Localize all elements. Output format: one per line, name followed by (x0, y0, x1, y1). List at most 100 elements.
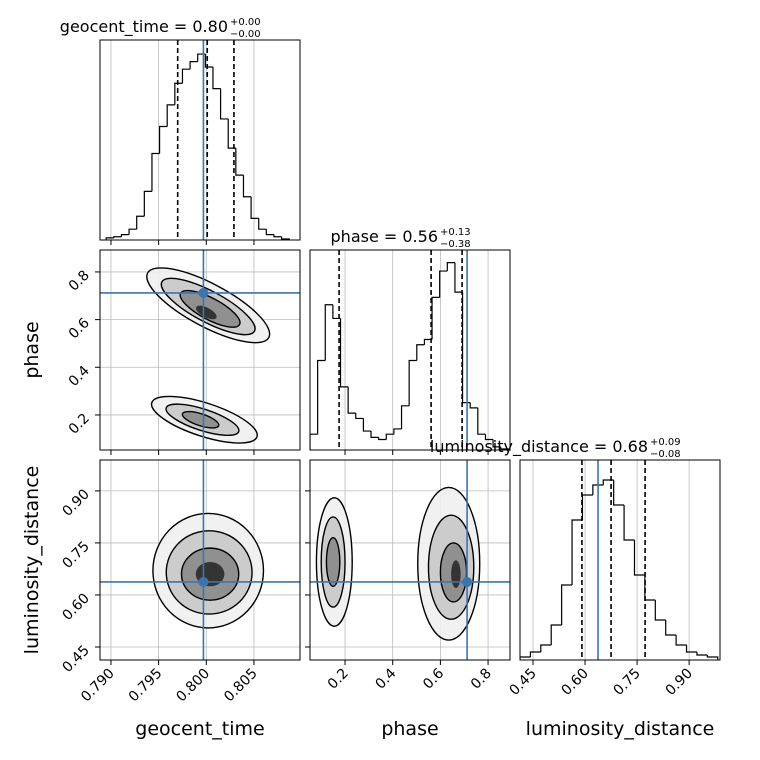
hist-bin (219, 88, 229, 120)
hist-bin (189, 61, 198, 70)
x-axis-label: luminosity_distance (526, 718, 715, 740)
hist-bin (439, 270, 448, 298)
y-tick-label: 0.90 (59, 486, 92, 519)
hist-bin (416, 344, 425, 361)
hist-bin (250, 196, 259, 219)
panel-frame (519, 459, 721, 661)
hist-bin (550, 624, 562, 645)
panel (310, 460, 510, 660)
x-tick-label: 0.45 (506, 666, 539, 699)
hist-bin (181, 68, 191, 84)
contour (181, 410, 220, 429)
y-tick-label: 0.2 (66, 410, 93, 437)
hist-bin (477, 407, 486, 435)
hist-bin (492, 439, 501, 448)
title-upper: +0.00 (230, 17, 261, 28)
y-tick-label: 0.8 (66, 267, 93, 294)
hist-bin (370, 431, 379, 438)
hist-bin (339, 318, 349, 388)
x-tick-label: 0.4 (372, 665, 399, 692)
hist-bin (685, 645, 697, 653)
hist-bin (644, 575, 656, 601)
y-tick-label: 0.75 (59, 538, 92, 571)
hist-bin (317, 359, 326, 435)
hist-bin (623, 505, 635, 541)
hist-bin (500, 446, 509, 450)
hist-bin (454, 262, 463, 293)
x-tick-label: 0.60 (559, 666, 592, 699)
truth-point (198, 576, 209, 587)
y-tick-label: 0.60 (59, 590, 92, 623)
contour (195, 305, 217, 320)
hist-bin (204, 54, 213, 68)
hist-bin (166, 104, 175, 127)
hist-bin (706, 655, 719, 660)
y-tick-label: 0.6 (66, 315, 93, 342)
title-lower: −0.00 (230, 29, 261, 40)
hist-bin (592, 484, 604, 495)
hist-bin (136, 215, 145, 230)
panel-title: phase = 0.56 (331, 227, 438, 246)
hist-bin (571, 519, 583, 585)
contour (325, 537, 341, 587)
panel (520, 460, 719, 660)
hist-bin (174, 82, 183, 105)
title-upper: +0.09 (650, 437, 681, 448)
x-axis-label: phase (381, 718, 438, 740)
x-tick-label: 0.90 (663, 666, 696, 699)
hist-bin (520, 656, 531, 660)
hist-bin (265, 229, 274, 236)
hist-bin (105, 237, 114, 240)
panel (105, 40, 290, 240)
hist-bin (242, 175, 252, 198)
panel (100, 460, 300, 660)
y-tick-label: 0.45 (59, 643, 92, 676)
hist-bin (128, 228, 137, 235)
title-lower: −0.38 (440, 239, 471, 250)
hist-bin (281, 236, 290, 240)
hist-bin (400, 405, 410, 429)
x-tick-label: 0.75 (611, 666, 644, 699)
hist-bin (654, 600, 666, 621)
hist-bin (385, 433, 394, 440)
hist-bin (446, 262, 455, 272)
panel-frame (309, 249, 511, 451)
title-lower: −0.08 (650, 449, 681, 460)
hist-bin (212, 67, 221, 90)
hist-bin (561, 584, 573, 625)
hist-bin (324, 304, 333, 361)
x-axis-label: geocent_time (135, 718, 264, 740)
hist-bin (484, 434, 494, 441)
y-tick-label: 0.4 (66, 363, 93, 390)
hist-bin (378, 437, 387, 441)
hist-bin (332, 304, 341, 320)
hist-bin (113, 236, 122, 238)
hist-bin (408, 359, 417, 406)
panel-title: geocent_time = 0.80 (60, 17, 228, 37)
y-axis-label: luminosity_distance (21, 466, 43, 655)
hist-bin (143, 190, 152, 217)
hist-bin (431, 296, 440, 340)
hist-bin (258, 218, 267, 230)
panel (310, 250, 509, 450)
hist-bin (151, 152, 160, 192)
x-tick-label: 0.800 (173, 666, 213, 706)
hist-bin (581, 494, 593, 520)
hist-bin (675, 635, 687, 646)
x-tick-label: 0.8 (468, 666, 495, 693)
hist-bin (273, 234, 282, 238)
panel-frame (99, 459, 301, 661)
x-tick-label: 0.6 (420, 665, 447, 692)
hist-bin (393, 428, 402, 435)
hist-bin (120, 233, 130, 237)
hist-bin (235, 148, 244, 176)
hist-bin (158, 125, 168, 154)
hist-bin (613, 480, 625, 506)
y-axis-label: phase (21, 321, 43, 378)
hist-bin (540, 644, 552, 652)
hist-bin (633, 540, 645, 576)
x-tick-label: 0.805 (221, 666, 261, 706)
truth-point (198, 287, 209, 298)
hist-bin (310, 433, 318, 450)
